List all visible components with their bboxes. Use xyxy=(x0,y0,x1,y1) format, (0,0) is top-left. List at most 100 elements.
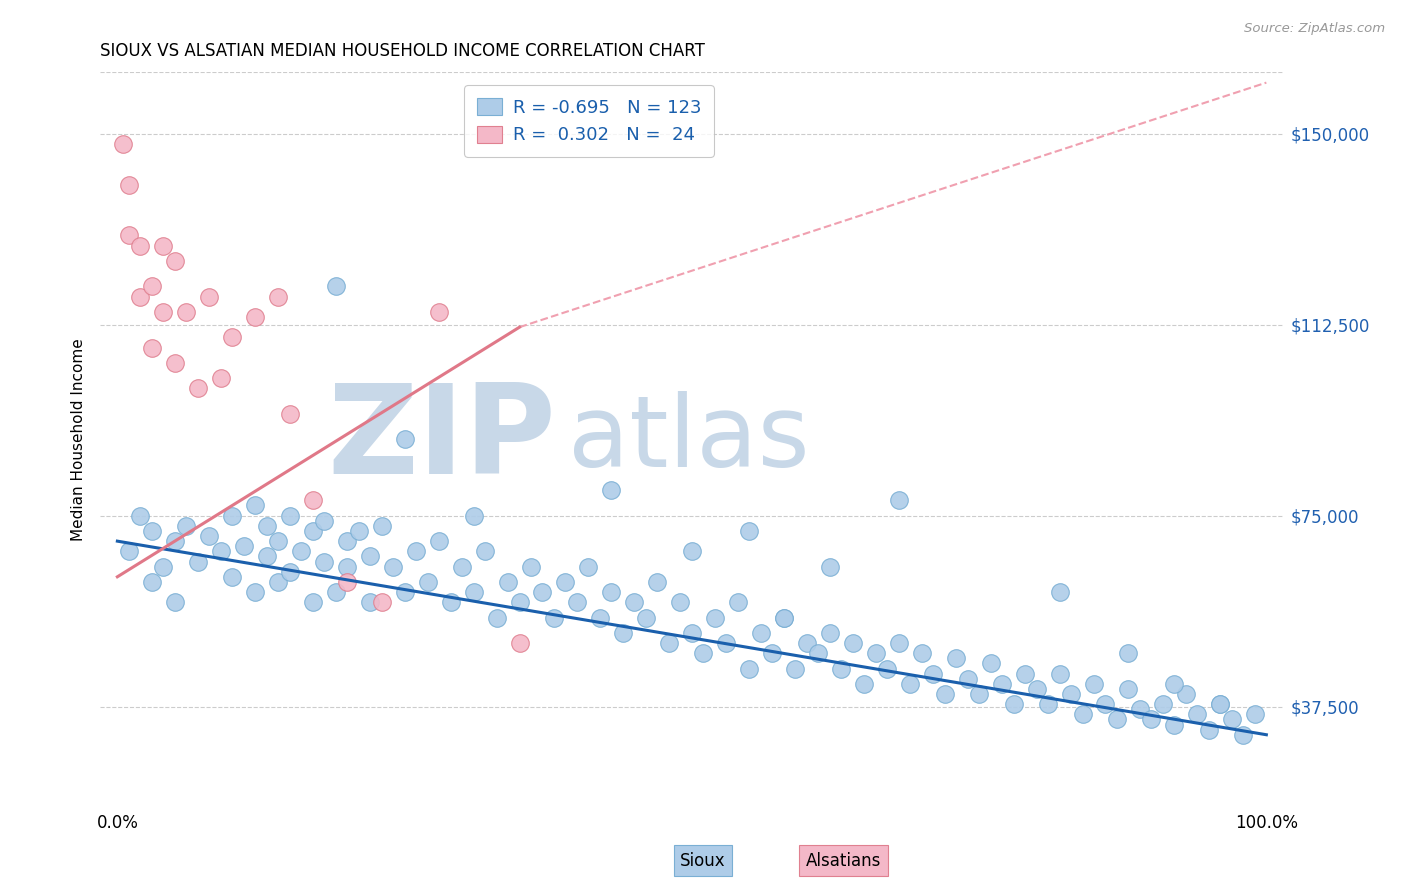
Point xyxy=(658,636,681,650)
Point xyxy=(520,559,543,574)
Point xyxy=(772,610,794,624)
Point xyxy=(669,595,692,609)
Point xyxy=(1105,713,1128,727)
Point xyxy=(761,646,783,660)
Point xyxy=(749,625,772,640)
Point xyxy=(359,549,381,564)
Point xyxy=(634,610,657,624)
Point xyxy=(427,534,450,549)
Point xyxy=(681,544,703,558)
Point xyxy=(991,677,1014,691)
Point xyxy=(278,565,301,579)
Point xyxy=(314,555,336,569)
Point xyxy=(1129,702,1152,716)
Point xyxy=(1060,687,1083,701)
Point xyxy=(198,290,221,304)
Text: atlas: atlas xyxy=(568,391,810,488)
Point xyxy=(209,544,232,558)
Point xyxy=(1232,728,1254,742)
Point xyxy=(692,646,714,660)
Point xyxy=(394,585,416,599)
Text: ZIP: ZIP xyxy=(328,379,555,500)
Point xyxy=(451,559,474,574)
Point xyxy=(1118,681,1140,696)
Point xyxy=(865,646,887,660)
Point xyxy=(1025,681,1047,696)
Point xyxy=(301,595,323,609)
Point xyxy=(187,555,209,569)
Point xyxy=(163,254,186,268)
Point xyxy=(427,305,450,319)
Point xyxy=(934,687,956,701)
Point xyxy=(163,595,186,609)
Point xyxy=(394,432,416,446)
Y-axis label: Median Household Income: Median Household Income xyxy=(72,338,86,541)
Point xyxy=(278,508,301,523)
Point xyxy=(1187,707,1209,722)
Point xyxy=(1014,666,1036,681)
Point xyxy=(956,672,979,686)
Point xyxy=(1083,677,1105,691)
Point xyxy=(256,549,278,564)
Point xyxy=(1071,707,1094,722)
Point xyxy=(463,508,485,523)
Point xyxy=(543,610,565,624)
Point xyxy=(681,625,703,640)
Point xyxy=(267,574,290,589)
Point xyxy=(1174,687,1197,701)
Point xyxy=(405,544,427,558)
Point xyxy=(245,499,267,513)
Point xyxy=(1049,585,1071,599)
Point xyxy=(565,595,588,609)
Point xyxy=(129,238,152,252)
Point xyxy=(830,661,852,675)
Point xyxy=(738,661,761,675)
Point xyxy=(887,493,910,508)
Point xyxy=(1220,713,1243,727)
Point xyxy=(508,636,530,650)
Point xyxy=(325,279,347,293)
Point xyxy=(738,524,761,538)
Point xyxy=(1118,646,1140,660)
Point xyxy=(370,519,392,533)
Point xyxy=(818,559,841,574)
Point xyxy=(209,371,232,385)
Point xyxy=(508,595,530,609)
Point xyxy=(1209,697,1232,711)
Point xyxy=(600,483,623,498)
Point xyxy=(463,585,485,599)
Point xyxy=(256,519,278,533)
Point xyxy=(416,574,439,589)
Point xyxy=(221,330,243,344)
Point xyxy=(129,290,152,304)
Point xyxy=(485,610,508,624)
Point xyxy=(887,636,910,650)
Point xyxy=(703,610,725,624)
Point xyxy=(980,657,1002,671)
Point xyxy=(141,574,163,589)
Point xyxy=(623,595,645,609)
Point xyxy=(336,574,359,589)
Point xyxy=(1209,697,1232,711)
Point xyxy=(301,524,323,538)
Point xyxy=(152,238,174,252)
Point xyxy=(796,636,818,650)
Point xyxy=(1163,677,1185,691)
Point xyxy=(716,636,738,650)
Point xyxy=(221,508,243,523)
Point xyxy=(176,519,198,533)
Point xyxy=(118,544,141,558)
Point xyxy=(853,677,876,691)
Legend: R = -0.695   N = 123, R =  0.302   N =  24: R = -0.695 N = 123, R = 0.302 N = 24 xyxy=(464,85,714,157)
Point xyxy=(141,279,163,293)
Point xyxy=(785,661,807,675)
Point xyxy=(967,687,990,701)
Point xyxy=(807,646,830,660)
Point xyxy=(496,574,519,589)
Point xyxy=(314,514,336,528)
Point xyxy=(727,595,749,609)
Point xyxy=(370,595,392,609)
Point xyxy=(152,305,174,319)
Point xyxy=(589,610,612,624)
Point xyxy=(1140,713,1163,727)
